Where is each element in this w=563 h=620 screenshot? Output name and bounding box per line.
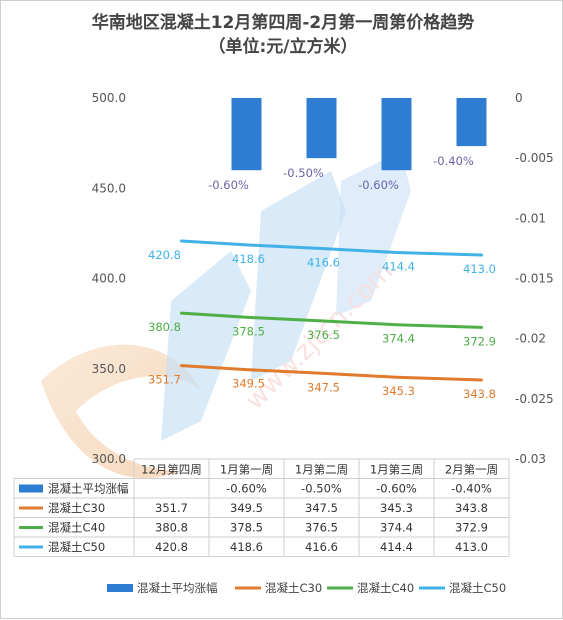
series-data-label: 343.8 (463, 387, 496, 401)
series-line (180, 239, 483, 257)
legend-entry-label: 混凝土C40 (357, 581, 414, 595)
series-data-label: 347.5 (307, 380, 340, 394)
x-category-label: 1月第一周 (220, 463, 273, 477)
series-data-label: 351.7 (148, 373, 181, 387)
legend-entry-label: 混凝土平均涨幅 (137, 581, 218, 595)
table-cell: 351.7 (155, 501, 188, 515)
watermark-logo: www.zjtcn.com (41, 151, 411, 479)
y-left-tick-label: 300.0 (92, 452, 126, 466)
bar-data-label: -0.40% (433, 154, 474, 168)
table-cell: 343.8 (455, 501, 488, 515)
bar-mark (231, 98, 262, 171)
series-data-label: 372.9 (463, 334, 496, 348)
x-category-label: 2月第一周 (445, 463, 498, 477)
series-data-label: 378.5 (232, 324, 265, 338)
bar-data-label: -0.60% (358, 178, 399, 192)
legend: 混凝土平均涨幅 混凝土C30 混凝土C40 混凝土C50 (107, 581, 506, 595)
y-right-tick-label: -0.01 (515, 211, 546, 225)
x-category-label: 1月第三周 (370, 463, 423, 477)
series-data-label: 380.8 (148, 320, 181, 334)
y-axis-right: 0 -0.005 -0.01 -0.015 -0.02 -0.025 -0.03 (515, 91, 554, 466)
table-cell: 414.4 (380, 540, 413, 554)
x-category-label: 1月第二周 (295, 463, 348, 477)
y-right-tick-label: -0.005 (515, 151, 554, 165)
bar-series: -0.60% -0.50% -0.60% -0.40% (208, 98, 487, 192)
table-cell: -0.50% (301, 482, 342, 496)
table-row-header: 混凝土C50 (48, 540, 105, 554)
series-data-label: 349.5 (232, 377, 265, 391)
series-data-label: 374.4 (382, 332, 415, 346)
y-right-tick-label: 0 (515, 91, 523, 105)
x-category-label: 12月第四周 (141, 463, 202, 477)
table-cell: 380.8 (155, 521, 188, 535)
table-cell: -0.40% (451, 482, 492, 496)
legend-swatch (107, 584, 133, 592)
bar-mark (306, 98, 337, 159)
bar-data-label: -0.50% (283, 166, 324, 180)
y-right-tick-label: -0.03 (515, 452, 546, 466)
series-data-label: 414.4 (382, 260, 415, 274)
table-cell: 416.6 (305, 540, 338, 554)
chart-subtitle: （单位:元/立方米） (208, 36, 357, 57)
table-cell: 420.8 (155, 540, 188, 554)
table-cell: 374.4 (380, 521, 413, 535)
y-left-tick-label: 400.0 (92, 272, 126, 286)
y-right-tick-label: -0.02 (515, 332, 546, 346)
line-series: 351.7 349.5 347.5 345.3 343.8 380.8 378.5 376.5… (148, 239, 496, 401)
table-cell: -0.60% (226, 482, 267, 496)
series-data-label: 420.8 (148, 248, 181, 262)
table-cell: 347.5 (305, 501, 338, 515)
y-left-tick-label: 450.0 (92, 181, 126, 195)
table-row-header: 混凝土平均涨幅 (48, 482, 129, 496)
table-row-header: 混凝土C30 (48, 501, 105, 515)
table-cell: 413.0 (455, 540, 488, 554)
bar-mark (381, 98, 412, 171)
table-legend-swatch (19, 484, 43, 493)
y-left-tick-label: 350.0 (92, 362, 126, 376)
y-right-tick-label: -0.015 (515, 272, 554, 286)
series-line (180, 311, 483, 329)
table-cell: 378.5 (230, 521, 263, 535)
table-cell: 418.6 (230, 540, 263, 554)
series-data-label: 376.5 (307, 328, 340, 342)
table-cell: 372.9 (455, 521, 488, 535)
series-data-label: 416.6 (307, 256, 340, 270)
bar-data-label: -0.60% (208, 178, 249, 192)
legend-entry-label: 混凝土C50 (449, 581, 506, 595)
legend-entry-label: 混凝土C30 (265, 581, 322, 595)
series-data-label: 413.0 (463, 262, 496, 276)
series-data-label: 418.6 (232, 252, 265, 266)
series-data-label: 345.3 (382, 384, 415, 398)
table-cell: -0.60% (376, 482, 417, 496)
y-axis-left: 500.0 450.0 400.0 350.0 300.0 (92, 91, 126, 466)
chart-title: 华南地区混凝土12月第四周-2月第一周第价格趋势 (92, 12, 475, 33)
table-cell: 376.5 (305, 521, 338, 535)
y-left-tick-label: 500.0 (92, 91, 126, 105)
bar-mark (456, 98, 487, 147)
table-cell: 349.5 (230, 501, 263, 515)
table-row-header: 混凝土C40 (48, 521, 105, 535)
y-right-tick-label: -0.025 (515, 392, 554, 406)
series-line (180, 364, 483, 382)
table-cell: 345.3 (380, 501, 413, 515)
